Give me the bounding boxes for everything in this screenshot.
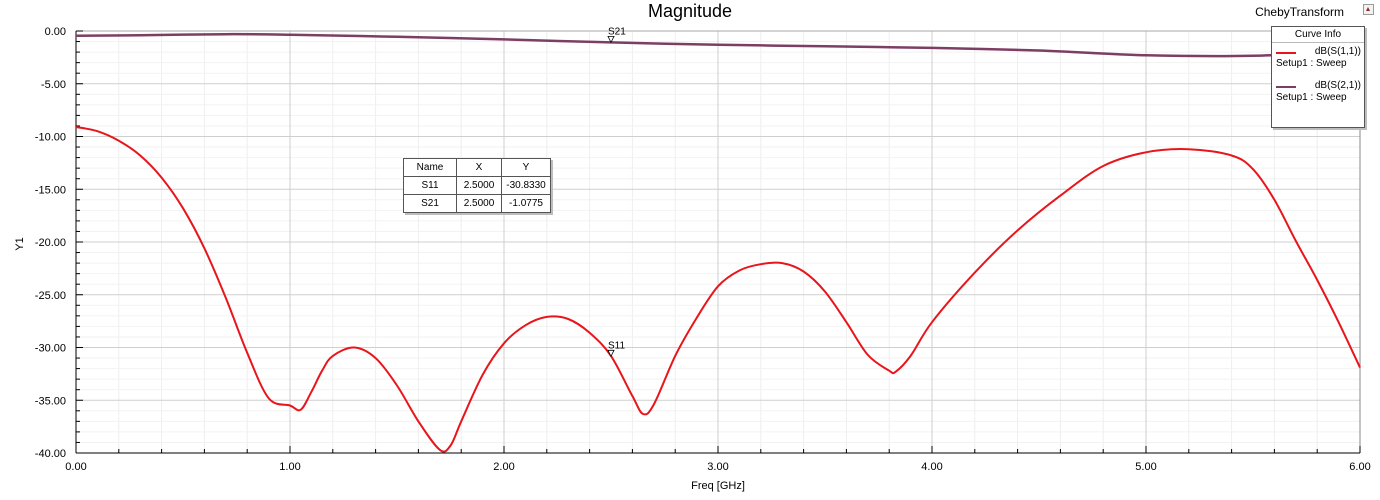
marker-row-s11[interactable]: S11 2.5000 -30.8330 <box>403 176 551 195</box>
y-tick-label: -15.00 <box>35 184 66 196</box>
y-axis-label: Y1 <box>14 237 26 250</box>
legend-sub-s11: Setup1 : Sweep <box>1276 58 1347 69</box>
legend-label-s21: dB(S(2,1)) <box>1314 80 1361 91</box>
y-tick-label: -20.00 <box>35 237 66 249</box>
marker-triangle-icon[interactable] <box>607 349 615 358</box>
marker-triangle-icon[interactable] <box>607 35 615 44</box>
y-tick-label: -5.00 <box>41 79 66 91</box>
marker-col-y: Y <box>501 158 551 177</box>
legend-swatch-s21 <box>1276 86 1296 88</box>
marker-col-name: Name <box>403 158 457 177</box>
x-axis-label: Freq [GHz] <box>691 480 745 492</box>
y-axis-ticks: 0.00 -5.00 -10.00 -15.00 -20.00 -25.00 -30.00 -… <box>35 26 83 460</box>
marker-table-header: Name X Y <box>403 158 551 177</box>
legend-item-s11[interactable]: dB(S(1,1)) Setup1 : Sweep <box>1272 43 1364 77</box>
legend-sub-s21: Setup1 : Sweep <box>1276 92 1347 103</box>
marker-x: 2.5000 <box>456 176 502 195</box>
x-tick-label: 2.00 <box>493 461 514 473</box>
curve-info-legend[interactable]: Curve Info dB(S(1,1)) Setup1 : Sweep dB(… <box>1271 26 1365 128</box>
legend-label-s11: dB(S(1,1)) <box>1314 46 1361 57</box>
marker-y: -1.0775 <box>501 194 551 213</box>
x-tick-label: 5.00 <box>1135 461 1156 473</box>
marker-name: S21 <box>403 194 457 213</box>
y-tick-label: 0.00 <box>45 26 66 38</box>
project-name: ChebyTransform <box>1255 5 1344 19</box>
x-tick-label: 3.00 <box>707 461 728 473</box>
x-tick-label: 1.00 <box>279 461 300 473</box>
legend-title: Curve Info <box>1272 27 1364 43</box>
marker-col-x: X <box>456 158 502 177</box>
y-tick-label: -35.00 <box>35 395 66 407</box>
series-lines <box>75 32 1361 453</box>
marker-x: 2.5000 <box>456 194 502 213</box>
x-axis-ticks: 0.00 1.00 2.00 3.00 4.00 5.00 6.00 <box>65 446 1371 473</box>
grid <box>75 30 1361 454</box>
marker-points: S11 S21 <box>607 26 626 358</box>
marker-label: S21 <box>608 26 626 37</box>
x-tick-label: 0.00 <box>65 461 86 473</box>
series-line-s21[interactable] <box>75 32 1361 58</box>
marker-y: -30.8330 <box>501 176 551 195</box>
marker-name: S11 <box>403 176 457 195</box>
hfss-logo-icon[interactable] <box>1363 4 1374 15</box>
y-tick-label: -40.00 <box>35 448 66 460</box>
marker-label: S11 <box>608 340 625 351</box>
y-tick-label: -10.00 <box>35 132 66 144</box>
x-tick-label: 6.00 <box>1349 461 1370 473</box>
y-tick-label: -30.00 <box>35 343 66 355</box>
legend-swatch-s11 <box>1276 52 1296 54</box>
x-tick-label: 4.00 <box>921 461 942 473</box>
series-line-s11[interactable] <box>75 126 1361 453</box>
marker-table[interactable]: Name X Y S11 2.5000 -30.8330 S21 2.5000 … <box>403 158 551 213</box>
chart-title: Magnitude <box>647 1 733 21</box>
y-tick-label: -25.00 <box>35 290 66 302</box>
marker-row-s21[interactable]: S21 2.5000 -1.0775 <box>403 194 551 213</box>
legend-item-s21[interactable]: dB(S(2,1)) Setup1 : Sweep <box>1272 77 1364 111</box>
